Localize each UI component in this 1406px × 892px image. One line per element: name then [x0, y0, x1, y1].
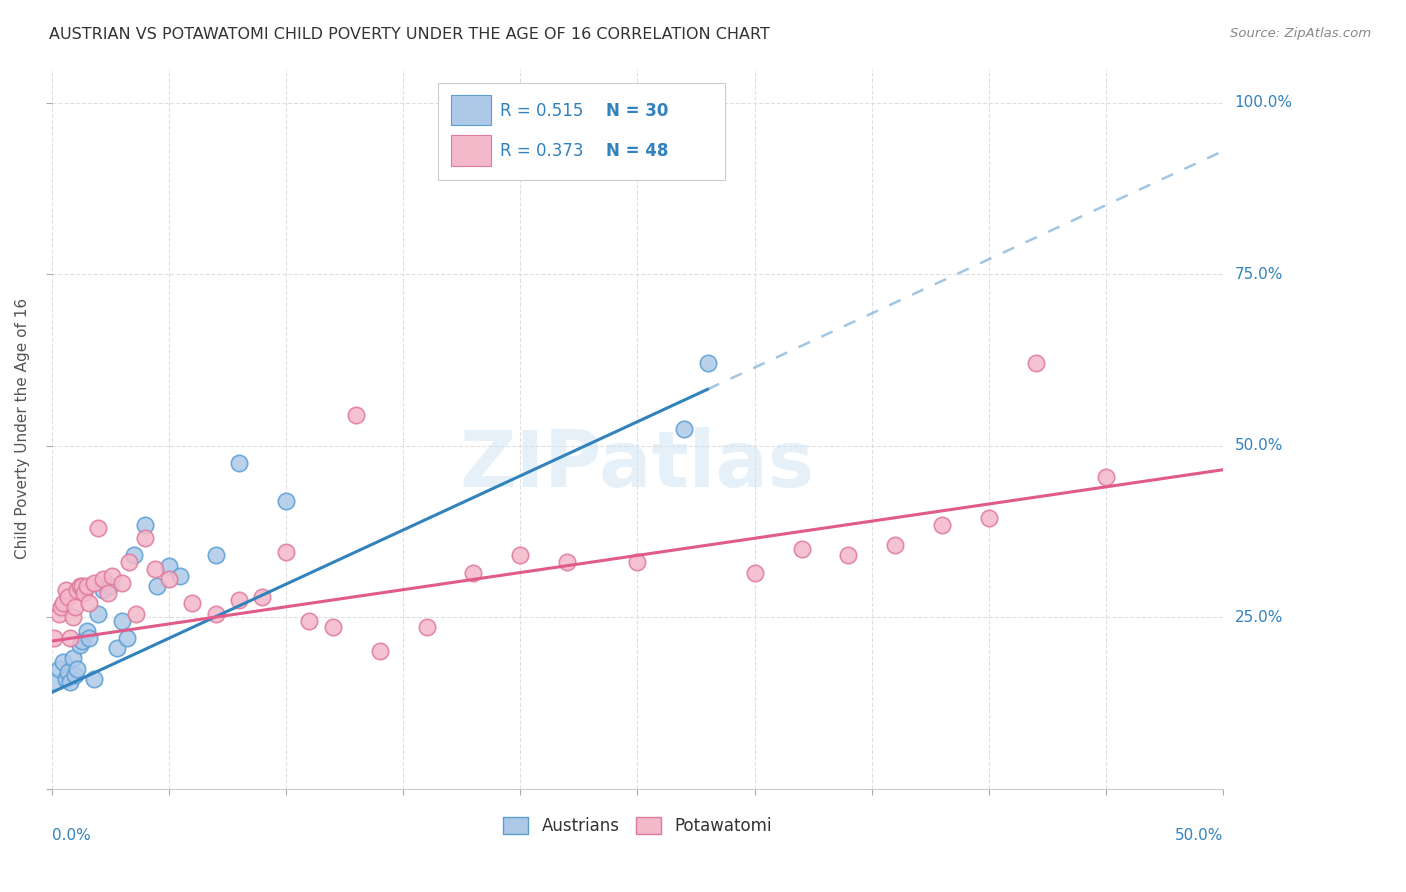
Point: [56, 665, 79, 679]
Point: [122, 549, 145, 563]
Point: [42, 675, 65, 690]
Point: [83, 575, 105, 590]
FancyBboxPatch shape: [451, 95, 491, 126]
Point: [69, 638, 91, 652]
Legend: Austrians, Potawatomi: Austrians, Potawatomi: [496, 810, 779, 841]
Point: [111, 575, 134, 590]
Point: [52, 596, 75, 610]
Point: [70, 634, 93, 648]
Point: [56, 590, 79, 604]
Point: [66, 582, 89, 597]
Point: [134, 531, 156, 545]
Point: [274, 545, 297, 559]
Point: [69, 579, 91, 593]
Point: [837, 549, 859, 563]
Point: [52, 655, 75, 669]
Point: [744, 566, 766, 580]
Point: [115, 631, 138, 645]
Point: [143, 562, 166, 576]
Point: [62, 651, 84, 665]
Point: [77, 631, 100, 645]
Point: [111, 614, 134, 628]
Point: [118, 555, 141, 569]
Text: N = 30: N = 30: [606, 102, 668, 120]
Text: R = 0.373: R = 0.373: [501, 143, 583, 161]
Point: [1025, 356, 1047, 370]
Point: [204, 549, 226, 563]
Point: [626, 555, 648, 569]
Text: 0.0%: 0.0%: [52, 828, 90, 843]
Point: [134, 517, 156, 532]
Text: Source: ZipAtlas.com: Source: ZipAtlas.com: [1230, 27, 1371, 40]
Point: [59, 675, 82, 690]
Point: [252, 590, 274, 604]
Point: [87, 521, 110, 535]
Text: 50.0%: 50.0%: [1175, 828, 1223, 843]
Point: [146, 579, 169, 593]
Point: [298, 614, 321, 628]
Point: [977, 510, 1000, 524]
Text: 100.0%: 100.0%: [1234, 95, 1292, 111]
Point: [97, 586, 120, 600]
Point: [63, 599, 86, 614]
Point: [790, 541, 813, 556]
Point: [555, 555, 578, 569]
Point: [101, 569, 124, 583]
Point: [76, 579, 98, 593]
Point: [91, 573, 114, 587]
Point: [98, 579, 121, 593]
Point: [42, 631, 65, 645]
Point: [87, 607, 110, 621]
Point: [73, 586, 96, 600]
Point: [509, 549, 531, 563]
Point: [228, 456, 250, 470]
Point: [48, 661, 70, 675]
FancyBboxPatch shape: [451, 136, 491, 166]
Text: N = 48: N = 48: [606, 143, 668, 161]
Point: [228, 593, 250, 607]
Point: [157, 573, 180, 587]
Point: [125, 607, 148, 621]
Point: [181, 596, 204, 610]
Point: [66, 661, 89, 675]
Text: AUSTRIAN VS POTAWATOMI CHILD POVERTY UNDER THE AGE OF 16 CORRELATION CHART: AUSTRIAN VS POTAWATOMI CHILD POVERTY UND…: [49, 27, 770, 42]
Point: [344, 408, 367, 422]
Text: ZIPatlas: ZIPatlas: [460, 426, 815, 502]
Point: [415, 620, 437, 634]
Point: [274, 493, 297, 508]
Point: [77, 596, 100, 610]
Point: [204, 607, 226, 621]
Point: [59, 631, 82, 645]
Point: [322, 620, 344, 634]
Point: [48, 607, 70, 621]
Point: [931, 517, 953, 532]
Point: [91, 582, 114, 597]
Point: [55, 672, 77, 686]
Point: [55, 582, 77, 597]
Point: [696, 356, 718, 370]
Text: 75.0%: 75.0%: [1234, 267, 1282, 282]
Point: [157, 558, 180, 573]
Point: [62, 610, 84, 624]
Text: R = 0.515: R = 0.515: [501, 102, 583, 120]
Point: [83, 672, 105, 686]
Point: [884, 538, 907, 552]
Point: [368, 644, 391, 658]
Y-axis label: Child Poverty Under the Age of 16: Child Poverty Under the Age of 16: [15, 298, 30, 559]
Point: [169, 569, 191, 583]
Point: [1095, 469, 1118, 483]
Point: [105, 640, 128, 655]
FancyBboxPatch shape: [439, 83, 725, 180]
Text: 25.0%: 25.0%: [1234, 609, 1282, 624]
Point: [463, 566, 485, 580]
Point: [63, 668, 86, 682]
Point: [76, 624, 98, 638]
Point: [70, 579, 93, 593]
Text: 50.0%: 50.0%: [1234, 438, 1282, 453]
Point: [49, 599, 72, 614]
Point: [673, 421, 696, 435]
